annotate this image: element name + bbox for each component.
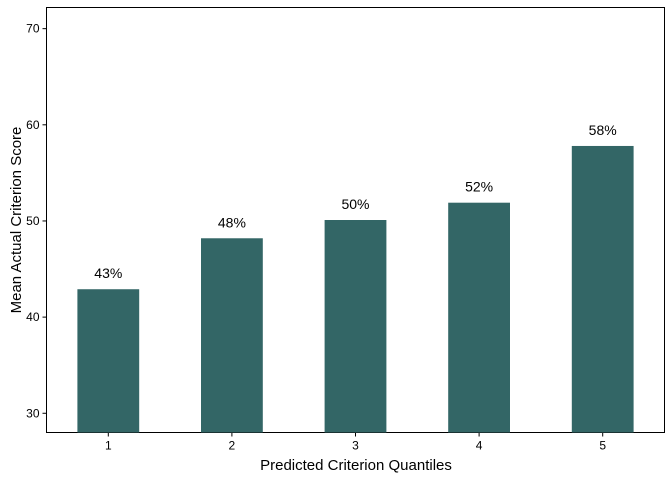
y-axis-title: Mean Actual Criterion Score (8, 127, 25, 314)
bar-value-label: 48% (218, 214, 246, 230)
data-labels: 43% 48% 50% 52% 58% (94, 122, 616, 281)
bar (324, 220, 387, 433)
x-tick-label: 3 (352, 439, 359, 453)
x-tick-label: 1 (105, 439, 112, 453)
x-tick-label: 5 (599, 439, 606, 453)
bar (201, 238, 263, 433)
bar (571, 145, 634, 433)
bar-value-label: 58% (589, 122, 617, 138)
x-tick-label: 2 (229, 439, 236, 453)
bar (77, 289, 140, 433)
y-tick-label: 60 (26, 118, 40, 132)
bar-value-label: 50% (341, 196, 369, 212)
bar-value-label: 43% (94, 265, 122, 281)
y-tick-label: 30 (26, 406, 40, 420)
y-tick-label: 50 (26, 214, 40, 228)
y-axis: 30 40 50 60 70 (26, 22, 47, 420)
x-axis-title: Predicted Criterion Quantiles (260, 457, 452, 474)
y-tick-label: 40 (26, 310, 40, 324)
x-axis: 1 2 3 4 5 (105, 432, 606, 453)
bar (448, 202, 510, 433)
bar-value-label: 52% (465, 179, 493, 195)
y-tick-label: 70 (26, 22, 40, 36)
bars (77, 145, 634, 433)
x-tick-label: 4 (476, 439, 483, 453)
